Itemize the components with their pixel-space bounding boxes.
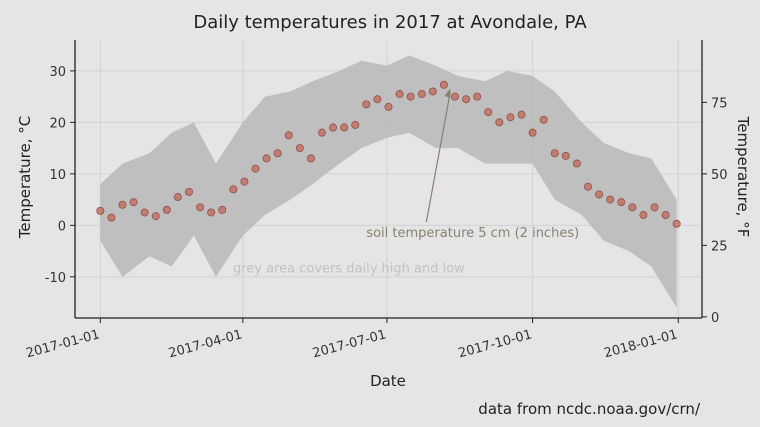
x-tick-label: 2017-01-01 bbox=[24, 327, 101, 361]
x-tick-label: 2017-10-01 bbox=[457, 327, 534, 361]
soil-temperature-point bbox=[284, 131, 293, 140]
soil-temperature-point bbox=[262, 154, 271, 163]
soil-temperature-point bbox=[495, 118, 504, 127]
soil-temperature-point bbox=[173, 193, 182, 202]
soil-temperature-point bbox=[539, 115, 548, 124]
chart-title: Daily temperatures in 2017 at Avondale, … bbox=[193, 12, 587, 33]
soil-temperature-point bbox=[295, 144, 304, 153]
soil-temperature-point bbox=[240, 177, 249, 186]
y-tick-label-right: 0 bbox=[711, 311, 719, 326]
soil-temperature-point bbox=[462, 95, 471, 104]
soil-temperature-point bbox=[628, 203, 637, 212]
soil-temperature-point bbox=[506, 113, 515, 122]
soil-temperature-point bbox=[484, 108, 493, 117]
soil-temperature-point bbox=[550, 149, 559, 158]
soil-temperature-point bbox=[417, 90, 426, 99]
y-tick-label-right: 25 bbox=[711, 239, 728, 254]
soil-temperature-point bbox=[561, 151, 570, 160]
x-tick-label: 2018-01-01 bbox=[602, 327, 679, 361]
soil-temperature-point bbox=[473, 92, 482, 101]
soil-temperature-point bbox=[428, 87, 437, 96]
y-axis-label-right: Temperature, °F bbox=[734, 116, 752, 238]
soil-temperature-point bbox=[129, 198, 138, 207]
soil-temperature-point bbox=[617, 198, 626, 207]
soil-temperature-point bbox=[229, 185, 238, 194]
soil-temperature-point bbox=[606, 195, 615, 204]
x-tick-label: 2017-07-01 bbox=[311, 327, 388, 361]
annotation-arrowhead bbox=[444, 88, 451, 98]
soil-temperature-point bbox=[439, 80, 448, 89]
daily-high-low-area bbox=[100, 55, 677, 308]
y-tick-label-left: -10 bbox=[45, 271, 66, 286]
y-tick-label-left: 10 bbox=[49, 168, 66, 183]
soil-temperature-point bbox=[639, 211, 648, 220]
y-tick-label-left: 20 bbox=[49, 116, 66, 131]
soil-temperature-point bbox=[395, 90, 404, 99]
soil-temperature-point bbox=[595, 190, 604, 199]
soil-temperature-point bbox=[384, 102, 393, 111]
soil-temperature-point bbox=[528, 128, 537, 137]
soil-temperature-point bbox=[661, 211, 670, 220]
soil-temperature-point bbox=[373, 95, 382, 104]
soil-temperature-point bbox=[517, 110, 526, 119]
soil-temperature-point bbox=[306, 154, 315, 163]
soil-temperature-point bbox=[207, 208, 216, 217]
daily-range-band bbox=[100, 55, 677, 308]
annotations: soil temperature 5 cm (2 inches) grey are… bbox=[233, 88, 579, 277]
soil-temperature-point bbox=[140, 208, 149, 217]
data-source-caption: data from ncdc.noaa.gov/crn/ bbox=[478, 400, 701, 418]
y-tick-label-left: 30 bbox=[49, 65, 66, 80]
soil-temperature-point bbox=[584, 182, 593, 191]
soil-temperature-point bbox=[650, 203, 659, 212]
soil-temperature-point bbox=[118, 200, 127, 209]
soil-temperature-point bbox=[273, 149, 282, 158]
x-axis-label: Date bbox=[370, 372, 406, 390]
band-annotation: grey area covers daily high and low bbox=[233, 262, 465, 277]
y-tick-label-right: 75 bbox=[711, 96, 728, 111]
soil-temperature-point bbox=[151, 212, 160, 221]
soil-temperature-point bbox=[362, 100, 371, 109]
soil-temperature-point bbox=[329, 123, 338, 132]
soil-temperature-point bbox=[572, 159, 581, 168]
x-tick-label: 2017-04-01 bbox=[167, 327, 244, 361]
y-axis-label-left: Temperature, °C bbox=[16, 116, 34, 240]
annotation-arrow bbox=[425, 92, 451, 223]
soil-temperature-point bbox=[672, 219, 681, 228]
soil-temperature-point bbox=[162, 205, 171, 214]
axes bbox=[74, 40, 703, 319]
y-tick-label-right: 50 bbox=[711, 168, 728, 183]
soil-temperature-point bbox=[251, 164, 260, 173]
soil-temperature-point bbox=[406, 92, 415, 101]
soil-temperature-point bbox=[96, 206, 105, 215]
soil-temperature-point bbox=[340, 123, 349, 132]
soil-temperature-point bbox=[184, 187, 193, 196]
soil-temperature-points bbox=[96, 80, 681, 228]
soil-temperature-point bbox=[196, 203, 205, 212]
soil-temperature-point bbox=[107, 213, 116, 222]
y-tick-label-left: 0 bbox=[58, 219, 66, 234]
soil-temperature-point bbox=[450, 92, 459, 101]
soil-temperature-point bbox=[317, 128, 326, 137]
soil-temperature-point bbox=[218, 205, 227, 214]
soil-temperature-point bbox=[351, 120, 360, 129]
soil-temperature-annotation: soil temperature 5 cm (2 inches) bbox=[366, 226, 579, 241]
